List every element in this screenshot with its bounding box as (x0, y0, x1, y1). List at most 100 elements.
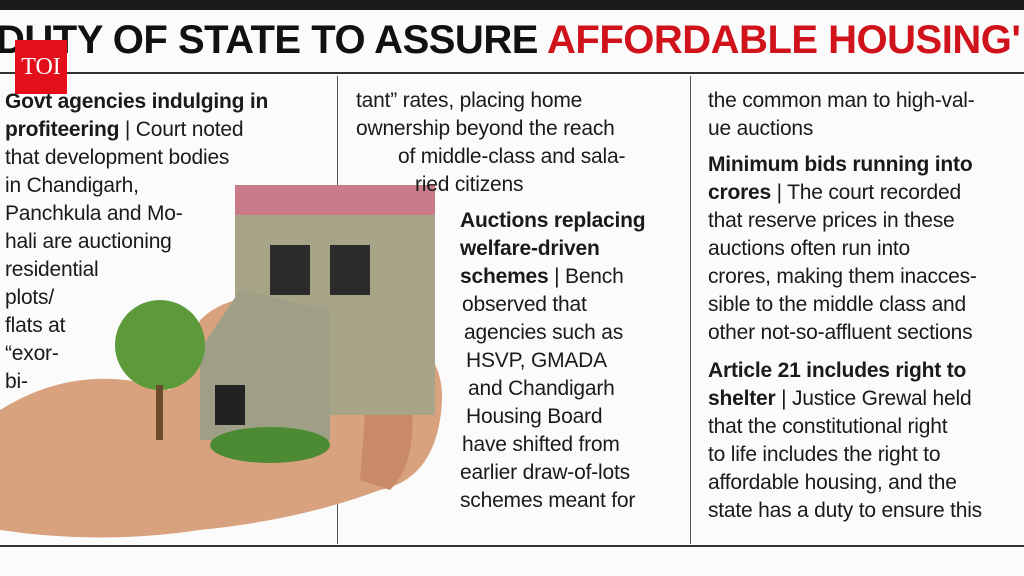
text-line: and Chandigarh (468, 377, 615, 401)
bold-text: profiteering (5, 118, 120, 141)
body-text: ried citizens (415, 173, 524, 196)
text-line: “exor- (5, 342, 59, 366)
text-line: schemes meant for (460, 489, 635, 513)
body-text: affordable housing, and the (708, 471, 957, 494)
body-text: HSVP, GMADA (466, 349, 607, 372)
text-line: hali are auctioning (5, 230, 172, 254)
body-text: of middle-class and sala- (398, 145, 626, 168)
text-line: flats at (5, 314, 65, 338)
body-text: Housing Board (466, 405, 603, 428)
house-roof (235, 185, 435, 215)
text-line-heading: Auctions replacing (460, 209, 646, 233)
top-bar (0, 0, 1024, 10)
footer-rule (0, 545, 1024, 547)
text-line: of middle-class and sala- (398, 145, 625, 169)
text-line: observed that (462, 293, 587, 317)
body-text: tant” rates, placing home (356, 89, 583, 112)
text-line: to life includes the right to (708, 443, 941, 467)
header-rule (0, 72, 1024, 74)
body-text: | Justice Grewal held (775, 387, 972, 410)
headline: DUTY OF STATE TO ASSURE AFFORDABLE HOUSI… (0, 18, 1021, 63)
body-text: ue auctions (708, 117, 814, 140)
tree (115, 300, 205, 390)
bold-text: Minimum bids running into (708, 153, 973, 176)
text-line: plots/ (5, 286, 54, 310)
text-line: ue auctions (708, 117, 813, 141)
body-text: observed that (462, 293, 587, 316)
body-text: | Court noted (119, 118, 244, 141)
text-line: ried citizens (415, 173, 523, 197)
body-text: and Chandigarh (468, 377, 615, 400)
text-line: crores, making them inacces- (708, 265, 977, 289)
text-line-heading: schemes | Bench (460, 265, 624, 289)
text-line-heading: Minimum bids running into (708, 153, 973, 177)
body-text: residential (5, 258, 99, 281)
text-line: Housing Board (466, 405, 603, 429)
text-line: that reserve prices in these (708, 209, 955, 233)
text-line-heading: Article 21 includes right to (708, 359, 966, 383)
text-line: in Chandigarh, (5, 174, 139, 198)
text-line-heading: Govt agencies indulging in (5, 90, 268, 114)
window (330, 245, 370, 295)
headline-highlight: AFFORDABLE HOUSING' (547, 18, 1021, 62)
bushes (210, 427, 330, 463)
tree-trunk (156, 385, 163, 440)
bold-text: welfare-driven (460, 237, 600, 260)
door (215, 385, 245, 425)
body-text: have shifted from (462, 433, 620, 456)
body-text: | The court recorded (771, 181, 962, 204)
text-line: earlier draw-of-lots (460, 461, 630, 485)
text-line: sible to the middle class and (708, 293, 966, 317)
text-line-heading: crores | The court recorded (708, 181, 961, 205)
body-text: agencies such as (464, 321, 624, 344)
bold-text: Article 21 includes right to (708, 359, 967, 382)
text-line: that the constitutional right (708, 415, 948, 439)
body-text: the common man to high-val- (708, 89, 975, 112)
body-text: that reserve prices in these (708, 209, 955, 232)
illustration (0, 185, 442, 538)
text-line: agencies such as (464, 321, 623, 345)
body-text: | Bench (548, 265, 624, 288)
text-line: state has a duty to ensure this (708, 499, 982, 523)
body-text: earlier draw-of-lots (460, 461, 630, 484)
bold-text: shelter (708, 387, 776, 410)
body-text: to life includes the right to (708, 443, 941, 466)
text-line: bi- (5, 370, 28, 394)
text-line-heading: profiteering | Court noted (5, 118, 244, 142)
body-text: schemes meant for (460, 489, 636, 512)
text-line: HSVP, GMADA (466, 349, 607, 373)
body-text: Panchkula and Mo- (5, 202, 183, 225)
text-line: ownership beyond the reach (356, 117, 615, 141)
body-text: crores, making them inacces- (708, 265, 977, 288)
bold-text: Govt agencies indulging in (5, 90, 269, 113)
body-text: ownership beyond the reach (356, 117, 615, 140)
body-text: that development bodies (5, 146, 230, 169)
body-text: plots/ (5, 286, 54, 309)
body-text: in Chandigarh, (5, 174, 139, 197)
body-text: flats at (5, 314, 66, 337)
text-line: that development bodies (5, 146, 229, 170)
text-line: auctions often run into (708, 237, 910, 261)
text-line-heading: shelter | Justice Grewal held (708, 387, 972, 411)
text-line: have shifted from (462, 433, 620, 457)
text-line: affordable housing, and the (708, 471, 957, 495)
body-text: state has a duty to ensure this (708, 499, 982, 522)
text-line: Panchkula and Mo- (5, 202, 183, 226)
column-divider (690, 76, 691, 544)
body-text: sible to the middle class and (708, 293, 967, 316)
text-line: residential (5, 258, 99, 282)
body-text: that the constitutional right (708, 415, 948, 438)
body-text: other not-so-affluent sections (708, 321, 973, 344)
body-text: “exor- (5, 342, 59, 365)
bold-text: schemes (460, 265, 549, 288)
headline-text: DUTY OF STATE TO ASSURE (0, 18, 538, 62)
body-text: hali are auctioning (5, 230, 172, 253)
body-text: bi- (5, 370, 28, 393)
body-text: auctions often run into (708, 237, 911, 260)
text-line: other not-so-affluent sections (708, 321, 973, 345)
logo: TOI (15, 40, 67, 94)
window (270, 245, 310, 295)
bold-text: Auctions replacing (460, 209, 646, 232)
text-line: tant” rates, placing home (356, 89, 582, 113)
